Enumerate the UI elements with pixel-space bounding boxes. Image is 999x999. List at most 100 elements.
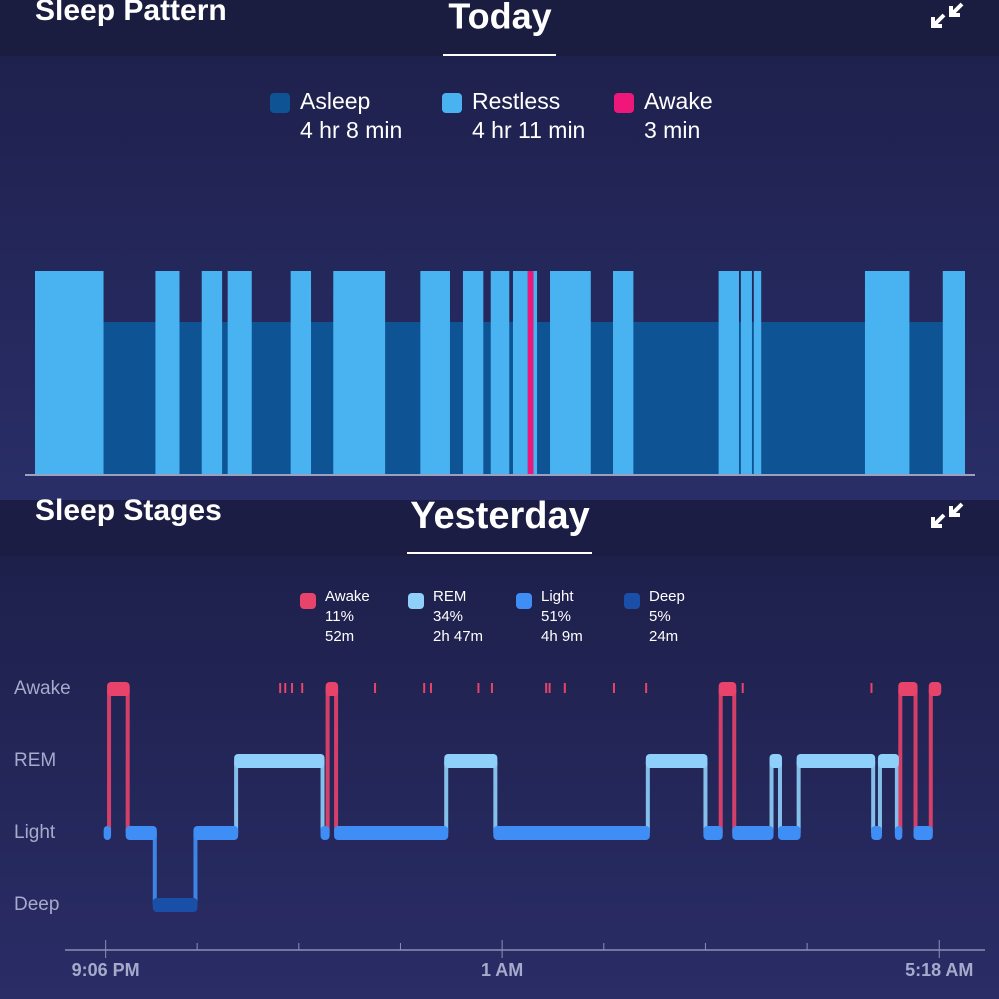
y-category-label: Deep bbox=[14, 894, 59, 915]
legend-duration: 4 hr 11 min bbox=[472, 117, 585, 143]
stage-segment bbox=[732, 826, 774, 840]
transition bbox=[769, 761, 774, 833]
stage-segment bbox=[493, 826, 650, 840]
legend-label: Light bbox=[541, 588, 574, 605]
sleep-segment bbox=[290, 271, 312, 475]
transition bbox=[493, 761, 498, 833]
sleep-segment bbox=[420, 271, 450, 475]
stage-segment bbox=[777, 826, 801, 840]
header-background bbox=[0, 0, 999, 56]
transition bbox=[152, 833, 157, 905]
transition bbox=[913, 689, 918, 833]
legend-duration: 24m bbox=[649, 628, 678, 645]
sleep-segment bbox=[753, 271, 762, 475]
sleep-segment bbox=[155, 271, 180, 475]
stage-segment bbox=[898, 682, 918, 696]
header-background bbox=[0, 500, 999, 556]
transition bbox=[234, 761, 239, 833]
sleep-segment bbox=[333, 271, 386, 475]
transition bbox=[325, 689, 330, 833]
transition bbox=[894, 761, 899, 833]
stage-segment bbox=[796, 754, 876, 768]
sleep-segment bbox=[462, 271, 484, 475]
transition bbox=[777, 761, 782, 833]
sleep-segment bbox=[35, 271, 104, 475]
sleep-segment bbox=[550, 271, 591, 475]
sleep-segment bbox=[490, 271, 510, 475]
period-tab[interactable]: Today bbox=[448, 0, 551, 37]
legend-duration: 3 min bbox=[644, 117, 700, 143]
collapse-icon[interactable] bbox=[931, 2, 964, 28]
legend-percent: 11% bbox=[325, 608, 354, 625]
transition bbox=[334, 689, 339, 833]
legend-percent: 34% bbox=[433, 608, 463, 625]
transition bbox=[732, 689, 737, 833]
transition bbox=[444, 761, 449, 833]
transition bbox=[703, 761, 708, 833]
legend-duration: 52m bbox=[325, 628, 354, 645]
panel-title: Sleep Pattern bbox=[35, 0, 227, 27]
transition bbox=[125, 689, 130, 833]
sleep-segment bbox=[201, 271, 223, 475]
stage-segment bbox=[877, 754, 899, 768]
legend-duration: 4 hr 8 min bbox=[300, 117, 402, 143]
stage-segment bbox=[320, 826, 330, 840]
sleep-segment bbox=[942, 271, 965, 475]
legend-label: Awake bbox=[325, 588, 370, 605]
stage-segment bbox=[107, 682, 130, 696]
transition bbox=[871, 761, 876, 833]
stage-segment bbox=[769, 754, 782, 768]
x-tick-label: 5:18 AM bbox=[905, 960, 973, 980]
transition bbox=[718, 689, 723, 833]
stage-segment bbox=[645, 754, 708, 768]
legend-swatch bbox=[516, 593, 532, 609]
legend-duration: 4h 9m bbox=[541, 628, 583, 645]
stage-segment bbox=[234, 754, 325, 768]
legend-swatch bbox=[614, 93, 634, 113]
collapse-icon[interactable] bbox=[931, 502, 964, 528]
stage-segment bbox=[103, 826, 112, 840]
sleep-segment bbox=[533, 271, 538, 475]
panel-title: Sleep Stages bbox=[35, 494, 222, 527]
y-category-label: Awake bbox=[14, 678, 71, 699]
legend-label: Restless bbox=[472, 88, 560, 114]
y-category-label: Light bbox=[14, 822, 56, 843]
stage-segment bbox=[444, 754, 498, 768]
transition bbox=[193, 833, 198, 905]
stage-segment bbox=[871, 826, 882, 840]
sleep-segment bbox=[740, 271, 752, 475]
legend-percent: 51% bbox=[541, 608, 571, 625]
sleep-pattern-panel: Sleep Pattern Today Asleep 4 hr 8 min Rest… bbox=[25, 0, 975, 476]
stage-segment bbox=[334, 826, 449, 840]
legend-label: REM bbox=[433, 588, 466, 605]
legend-percent: 5% bbox=[649, 608, 671, 625]
sleep-stages-panel: Sleep Stages Yesterday Awake 11% 52m REM 34%… bbox=[14, 494, 985, 980]
legend-swatch bbox=[408, 593, 424, 609]
sleep-segment bbox=[527, 271, 534, 475]
sleep-segment bbox=[864, 271, 910, 475]
legend-label: Deep bbox=[649, 588, 685, 605]
stage-segment bbox=[703, 826, 723, 840]
x-tick-label: 9:06 PM bbox=[72, 960, 140, 980]
stage-segment bbox=[718, 682, 737, 696]
sleep-segment bbox=[512, 271, 528, 475]
transition bbox=[645, 761, 650, 833]
transition bbox=[320, 761, 325, 833]
legend-duration: 2h 47m bbox=[433, 628, 483, 645]
stage-segment bbox=[913, 826, 933, 840]
transition bbox=[928, 689, 933, 833]
transition bbox=[796, 761, 801, 833]
transition bbox=[107, 689, 112, 833]
legend-swatch bbox=[442, 93, 462, 113]
sleep-segment bbox=[718, 271, 739, 475]
legend-swatch bbox=[300, 593, 316, 609]
stage-segment bbox=[125, 826, 157, 840]
sleep-segment bbox=[613, 271, 634, 475]
x-tick-label: 1 AM bbox=[481, 960, 523, 980]
period-tab[interactable]: Yesterday bbox=[410, 495, 590, 537]
panel-background bbox=[0, 500, 999, 999]
legend-swatch bbox=[624, 593, 640, 609]
legend-swatch bbox=[270, 93, 290, 113]
